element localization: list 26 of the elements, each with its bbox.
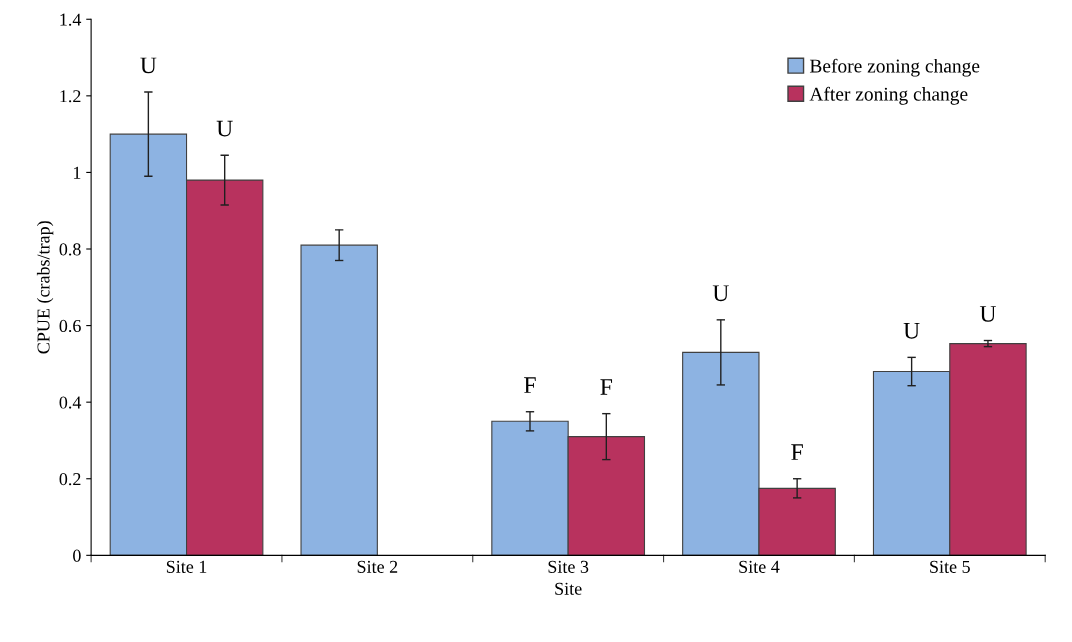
legend-label: After zoning change	[809, 86, 968, 105]
data-label: U	[979, 306, 996, 322]
y-tick-label: 1.2	[60, 90, 81, 103]
x-tick-label: Site 5	[930, 560, 970, 573]
x-tick-label: Site 1	[166, 560, 207, 573]
data-label: U	[140, 57, 157, 74]
data-label: U	[712, 285, 729, 302]
data-label: U	[903, 322, 920, 339]
y-tick-label: 0.4	[59, 396, 82, 409]
y-tick-label: 0	[73, 549, 81, 562]
y-tick-label: 1.4	[60, 13, 82, 26]
y-tick-label: 0.2	[59, 473, 81, 486]
x-axis-title: Site	[555, 582, 582, 595]
data-label: F	[600, 379, 613, 395]
y-tick-label: 0.8	[59, 243, 81, 256]
data-label: F	[524, 377, 536, 393]
bar	[300, 244, 378, 556]
x-tick-label: Site 3	[548, 560, 589, 573]
y-tick-label: 1	[73, 166, 81, 179]
data-label: U	[216, 120, 233, 137]
x-tick-label: Site 4	[739, 560, 780, 573]
y-axis-title: CPUE (crabs/trap)	[36, 221, 54, 354]
legend-label: Before zoning change	[809, 58, 980, 77]
y-tick-label: 0.6	[59, 319, 81, 333]
data-label: F	[791, 444, 803, 460]
x-tick-label: Site 2	[357, 560, 398, 573]
